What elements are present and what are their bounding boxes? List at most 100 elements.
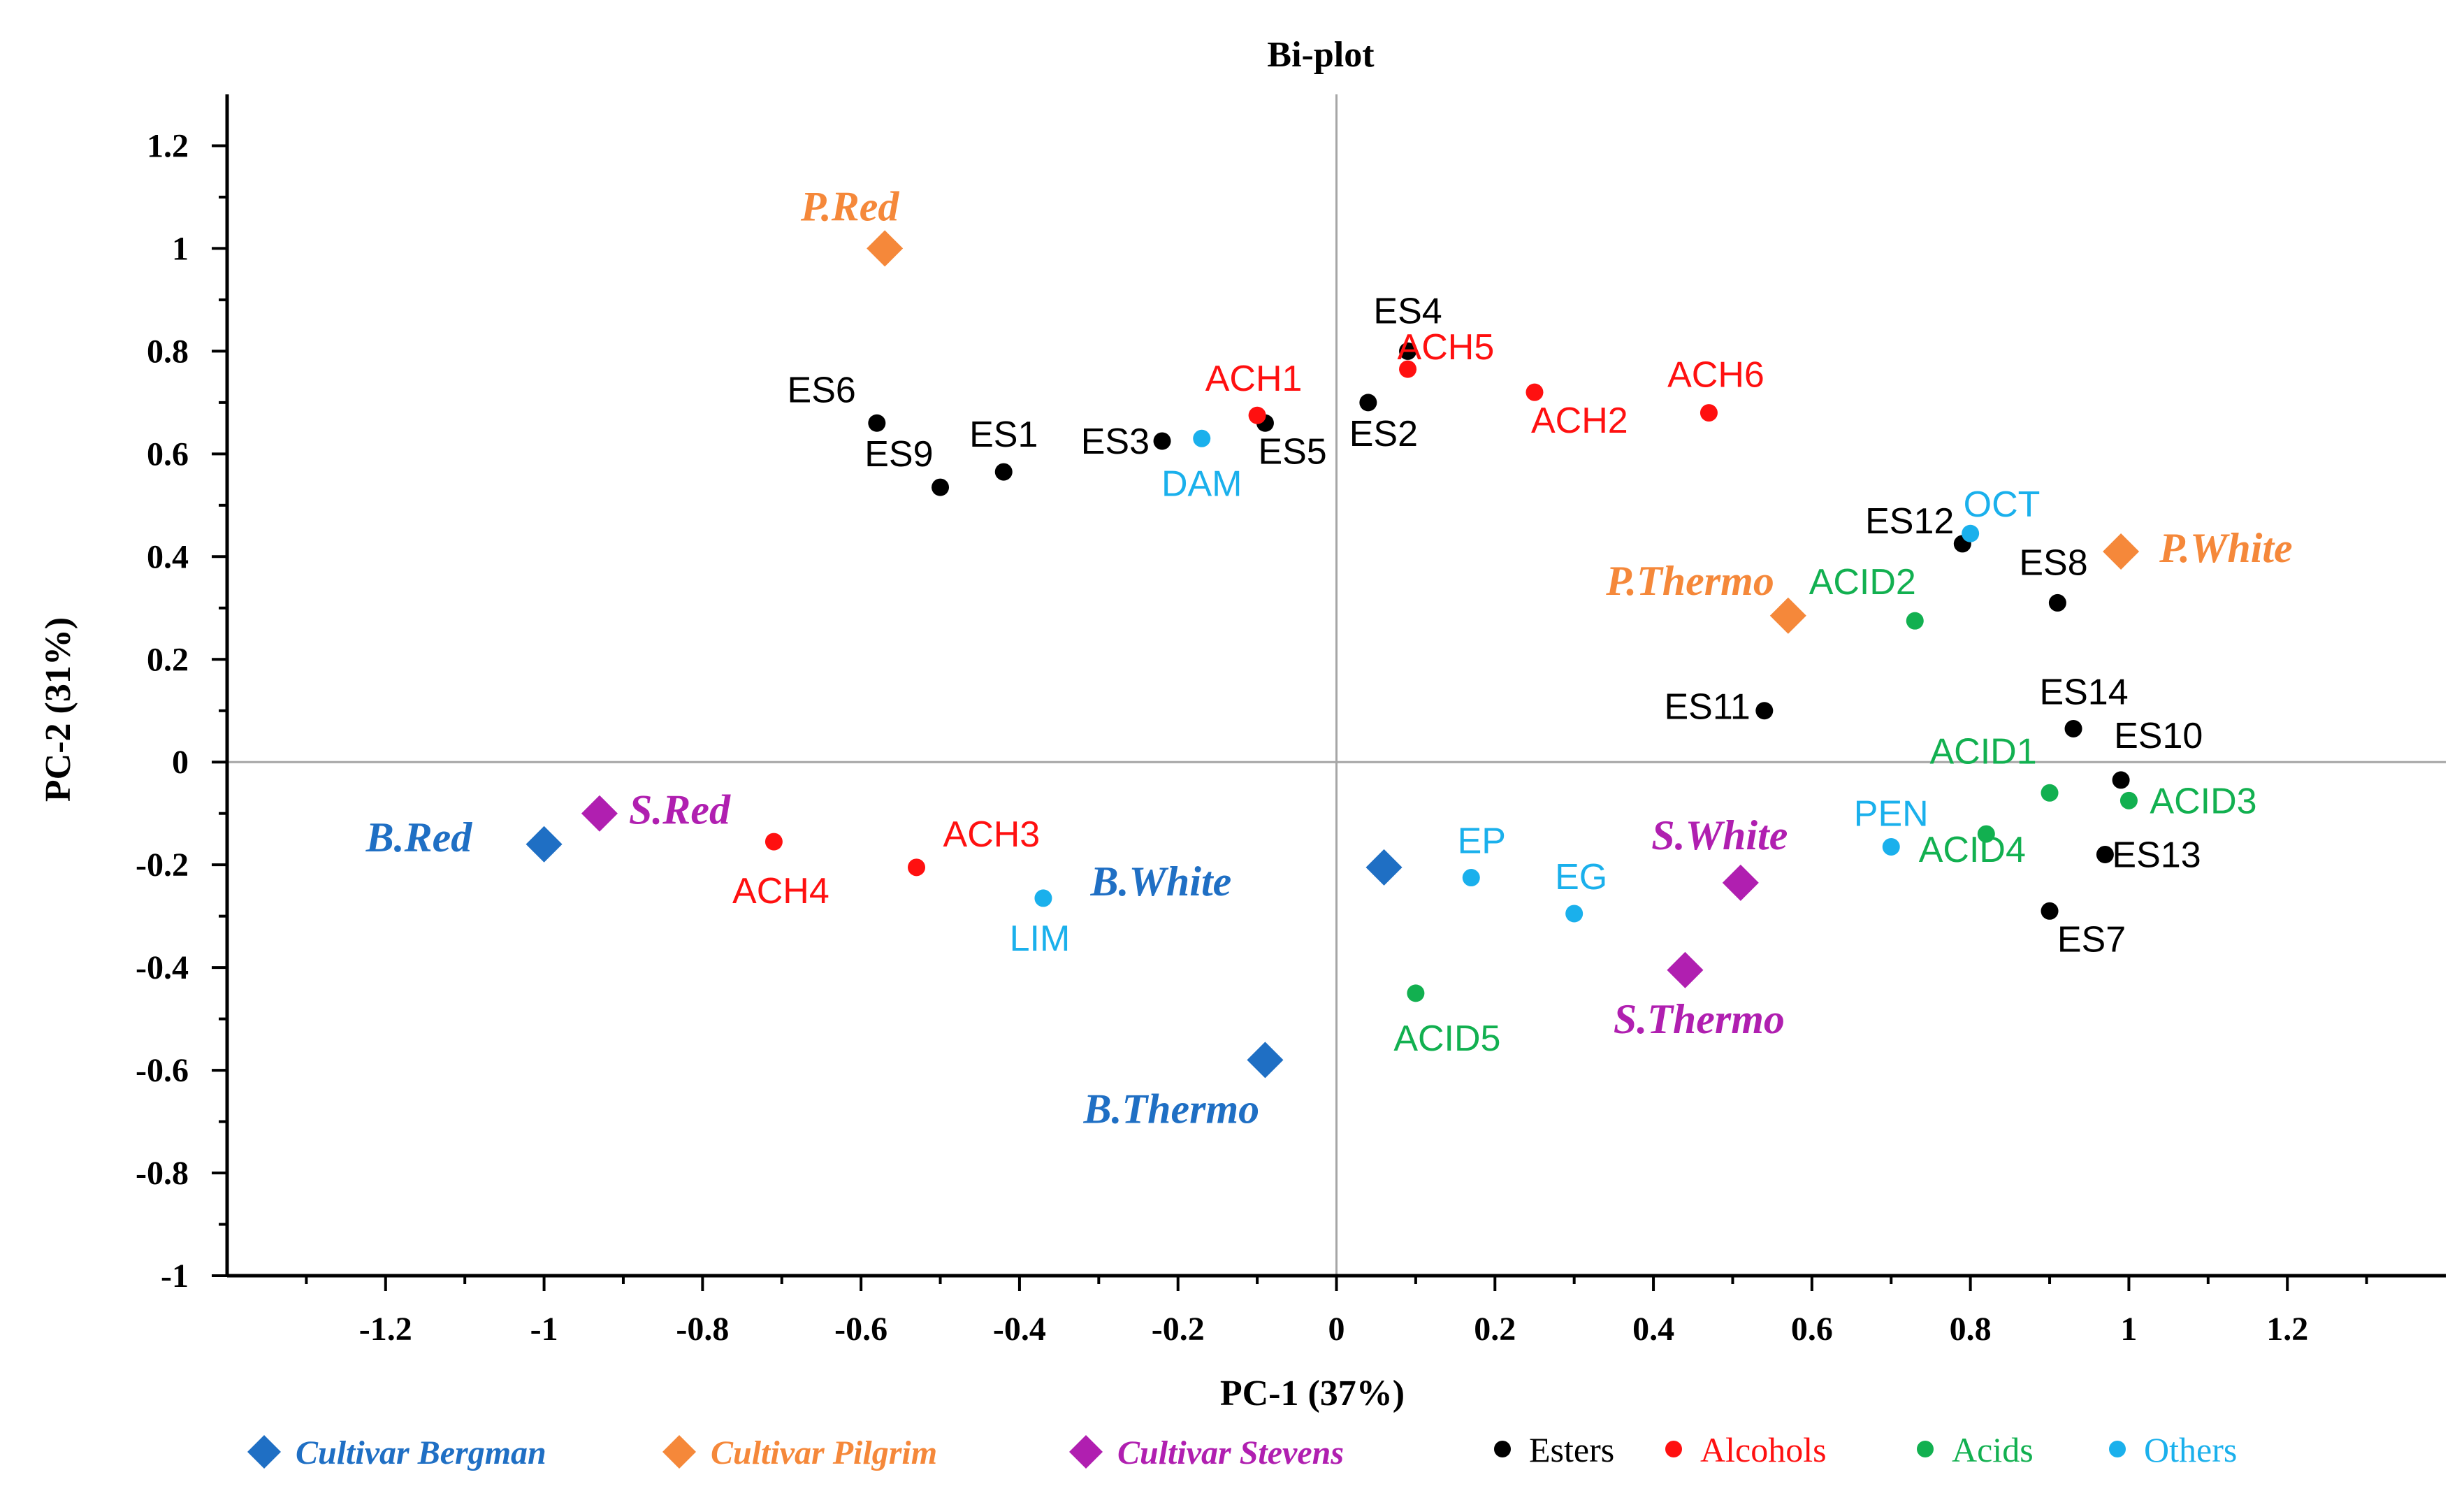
label-pen: PEN: [1854, 793, 1929, 834]
y-tick-label: 0.6: [147, 435, 189, 473]
label-eg: EG: [1555, 857, 1607, 898]
sample-marker-p-white: [2103, 533, 2140, 570]
plot-area: -1.2 -1 -0.8 -0.6 -0.4 -0.2 0 0.2 0.4 0.6 0.8 1 1.2 1…: [136, 94, 2446, 1348]
label-es11: ES11: [1664, 687, 1750, 728]
label-es1: ES1: [969, 415, 1038, 455]
legend-label-esters: Esters: [1529, 1430, 1614, 1469]
legend-label-others: Others: [2144, 1430, 2237, 1469]
x-tick-label: 0.4: [1632, 1311, 1674, 1348]
label-es2: ES2: [1349, 414, 1418, 454]
point-es2: [1359, 394, 1377, 412]
label-oct: OCT: [1964, 484, 2041, 525]
y-axis-title: PC-2 (31%): [38, 617, 78, 802]
point-ep: [1462, 869, 1480, 887]
label-ach2: ACH2: [1531, 401, 1628, 441]
label-es7: ES7: [2057, 919, 2126, 960]
point-ach4: [764, 833, 783, 851]
x-tick-label: 0.6: [1791, 1311, 1833, 1348]
point-ach3: [908, 858, 926, 877]
point-oct: [1962, 524, 1980, 542]
x-tick-label: -1.2: [359, 1311, 412, 1348]
x-tick-label: -0.6: [834, 1311, 887, 1348]
label-ach1: ACH1: [1205, 359, 1303, 399]
y-tick-label: 0: [172, 744, 189, 781]
point-dam: [1193, 429, 1211, 447]
sample-marker-p-red: [867, 230, 904, 267]
y-tick-label: 1.2: [147, 127, 189, 164]
label-es14: ES14: [2039, 672, 2128, 712]
sample-label-s-red: S.Red: [629, 787, 731, 833]
x-tick-label: 1: [2120, 1311, 2137, 1348]
legend-marker-others: [2109, 1441, 2126, 1457]
label-es4: ES4: [1373, 291, 1442, 331]
legend-marker-cultivar-pilgrim: [662, 1435, 696, 1469]
point-es8: [2048, 593, 2066, 612]
point-acid2: [1906, 612, 1924, 630]
label-acid4: ACID4: [1919, 830, 2026, 870]
label-es10: ES10: [2114, 716, 2203, 756]
legend-marker-cultivar-stevens: [1069, 1435, 1103, 1469]
sample-marker-s-red: [581, 795, 618, 832]
x-tick-label: 0.8: [1950, 1311, 1992, 1348]
label-acid3: ACID3: [2150, 781, 2256, 821]
point-pen: [1882, 837, 1900, 856]
sample-marker-b-thermo: [1247, 1042, 1284, 1079]
point-es13: [2096, 845, 2114, 863]
label-acid2: ACID2: [1809, 562, 1916, 603]
point-acid4: [1977, 825, 1995, 843]
point-acid1: [2041, 784, 2059, 802]
point-ach5: [1399, 360, 1417, 378]
label-lim: LIM: [1010, 919, 1071, 959]
x-tick-label: -0.8: [676, 1311, 729, 1348]
label-es5: ES5: [1258, 431, 1326, 472]
x-axis-title: PC-1 (37%): [1220, 1374, 1405, 1413]
label-acid1: ACID1: [1929, 731, 2036, 772]
point-ach1: [1248, 406, 1266, 424]
point-es9: [932, 478, 950, 496]
point-eg: [1565, 905, 1584, 923]
label-es6: ES6: [788, 370, 856, 410]
y-tick-label: -0.6: [136, 1052, 189, 1089]
label-ach6: ACH6: [1667, 355, 1764, 396]
y-tick-label: -0.8: [136, 1155, 189, 1192]
y-tick-label: 0.8: [147, 333, 189, 370]
label-ep: EP: [1458, 821, 1506, 862]
sample-label-p-white: P.White: [2159, 525, 2293, 571]
y-tick-label: -0.4: [136, 949, 189, 986]
point-ach2: [1525, 383, 1544, 401]
label-ach4: ACH4: [732, 871, 829, 912]
label-ach5: ACH5: [1398, 327, 1495, 368]
point-es7: [2041, 902, 2059, 920]
point-es11: [1755, 702, 1774, 720]
chart-title: Bi-plot: [1267, 35, 1375, 75]
legend-marker-cultivar-bergman: [247, 1435, 281, 1469]
legend-marker-esters: [1494, 1441, 1511, 1457]
legend-marker-acids: [1917, 1441, 1934, 1457]
x-tick-label: -0.4: [993, 1311, 1046, 1348]
sample-label-b-thermo: B.Thermo: [1082, 1086, 1259, 1132]
label-acid5: ACID5: [1393, 1018, 1500, 1059]
point-es4: [1399, 342, 1417, 360]
x-tick-label: 1.2: [2266, 1311, 2308, 1348]
label-es8: ES8: [2019, 542, 2087, 583]
label-es9: ES9: [864, 434, 933, 475]
legend: Cultivar Bergman Cultivar Pilgrim Cultivar…: [247, 1430, 2237, 1471]
point-acid5: [1407, 984, 1425, 1002]
x-tick-label: -1: [530, 1311, 558, 1348]
sample-marker-s-thermo: [1667, 951, 1704, 988]
x-tick-label: 0.2: [1474, 1311, 1516, 1348]
sample-label-p-thermo: P.Thermo: [1605, 558, 1774, 604]
sample-marker-s-white: [1722, 864, 1759, 901]
legend-label-acids: Acids: [1952, 1430, 2034, 1469]
point-es14: [2064, 719, 2082, 737]
x-tick-label: -0.2: [1152, 1311, 1205, 1348]
legend-label-alcohols: Alcohols: [1700, 1430, 1827, 1469]
sample-label-s-thermo: S.Thermo: [1614, 996, 1785, 1042]
y-tick-label: 0.2: [147, 641, 189, 678]
point-acid3: [2119, 791, 2138, 809]
legend-label-cultivar-stevens: Cultivar Stevens: [1117, 1434, 1344, 1471]
sample-label-p-red: P.Red: [800, 183, 900, 229]
sample-marker-b-white: [1365, 849, 1403, 886]
legend-marker-alcohols: [1665, 1441, 1682, 1457]
